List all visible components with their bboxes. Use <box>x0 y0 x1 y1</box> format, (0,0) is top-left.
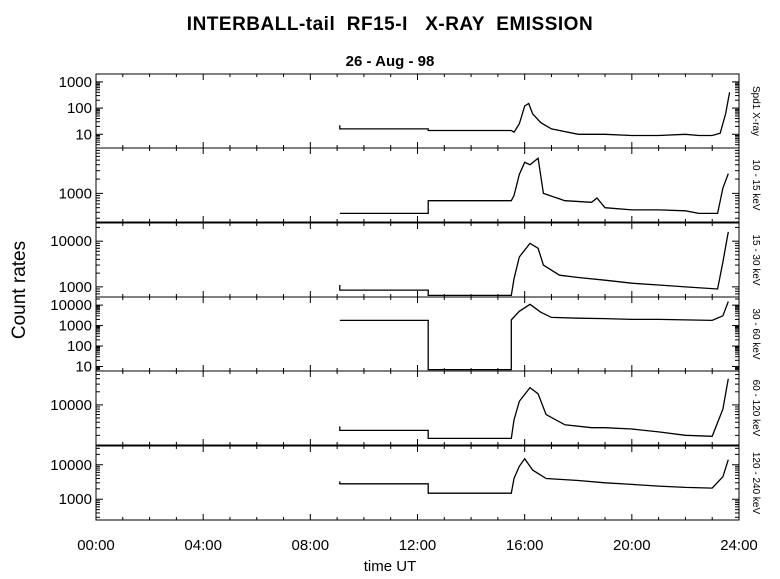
x-tick-label: 12:00 <box>399 537 437 554</box>
series-line <box>339 156 729 215</box>
y-tick-label: 10000 <box>50 297 92 314</box>
x-tick-label: 04:00 <box>184 537 222 554</box>
y-tick-label: 1000 <box>59 74 92 91</box>
panel-frame <box>95 73 740 149</box>
y-tick-label: 100 <box>67 338 92 355</box>
series-line <box>339 92 731 137</box>
x-tick-label: 08:00 <box>292 537 330 554</box>
series-label: 120 - 240 keV <box>750 452 761 515</box>
y-tick-label: 100 <box>67 100 92 117</box>
x-tick-label: 24:00 <box>720 537 758 554</box>
y-tick-label: 1000 <box>59 491 92 508</box>
chart-subtitle: 26 - Aug - 98 <box>345 53 435 70</box>
y-tick-label: 10 <box>75 126 92 143</box>
y-tick-label: 10000 <box>50 397 92 414</box>
chart-title: INTERBALL-tail RF15-I X-RAY EMISSION <box>186 14 594 35</box>
y-tick-label: 10000 <box>50 233 92 250</box>
series-label: 30 - 60 keV <box>750 308 761 359</box>
x-tick-label: 00:00 <box>77 537 115 554</box>
y-tick-label: 1000 <box>59 279 92 296</box>
series-label: 15 - 30 keV <box>750 234 761 285</box>
panel-frame <box>95 147 740 223</box>
series-line <box>339 457 729 494</box>
series-line <box>339 231 729 297</box>
panel-frame <box>95 445 740 521</box>
series-label: 10 - 15 keV <box>750 159 761 210</box>
panel-frame <box>95 222 740 298</box>
series-label: 60 - 120 keV <box>750 380 761 437</box>
x-tick-label: 20:00 <box>613 537 651 554</box>
series-label: Spd1 X-ray <box>750 86 761 136</box>
x-tick-label: 16:00 <box>506 537 544 554</box>
panel-frame <box>95 370 740 446</box>
y-tick-label: 1000 <box>59 318 92 335</box>
series-line <box>339 301 729 371</box>
series-line <box>339 378 729 440</box>
panel-frame <box>95 296 740 372</box>
y-tick-label: 10 <box>75 358 92 375</box>
x-axis-label: time UT <box>363 558 417 575</box>
y-tick-label: 10000 <box>50 457 92 474</box>
y-tick-label: 1000 <box>59 185 92 202</box>
